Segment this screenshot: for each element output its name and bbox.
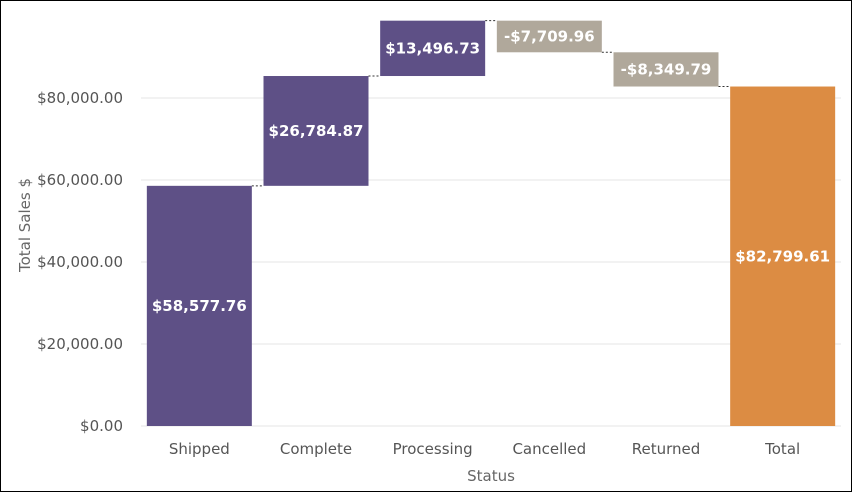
x-tick-label: Returned: [632, 440, 701, 458]
bar-processing[interactable]: [380, 20, 486, 77]
bar-cancelled[interactable]: [496, 20, 602, 53]
bar-total[interactable]: [730, 86, 836, 426]
x-tick-label: Shipped: [169, 440, 230, 458]
bar-value-label: -$8,349.79: [621, 60, 712, 78]
bar-shipped[interactable]: [146, 185, 252, 426]
gridlines: [141, 97, 841, 427]
bar-returned[interactable]: [613, 52, 719, 87]
x-tick-label: Processing: [393, 440, 473, 458]
y-tick-label: $60,000.00: [37, 171, 123, 189]
x-axis-title: Status: [467, 467, 515, 485]
y-axis-title: Total Sales $: [16, 178, 34, 273]
y-tick-label: $20,000.00: [37, 335, 123, 353]
x-tick-label: Complete: [280, 440, 352, 458]
y-tick-label: $40,000.00: [37, 253, 123, 271]
bar-value-label: -$7,709.96: [504, 27, 595, 45]
connectors: [251, 20, 731, 187]
x-axis-ticks: Shipped Complete Processing Cancelled Return…: [169, 440, 800, 458]
bar-value-label: $58,577.76: [152, 297, 247, 315]
bar-value-label: $26,784.87: [269, 122, 364, 140]
bar-value-label: $13,496.73: [385, 39, 480, 57]
x-tick-label: Cancelled: [512, 440, 586, 458]
y-tick-label: $80,000.00: [37, 89, 123, 107]
bar-complete[interactable]: [263, 76, 369, 186]
bars: $58,577.76 $26,784.87 $13,496.73 -$7,709.96…: [146, 20, 836, 426]
x-tick-label: Total: [764, 440, 800, 458]
y-tick-label: $0.00: [80, 417, 123, 435]
y-axis-ticks: $0.00 $20,000.00 $40,000.00 $60,000.00 $80,0…: [37, 89, 123, 435]
bar-value-label: $82,799.61: [735, 247, 830, 265]
